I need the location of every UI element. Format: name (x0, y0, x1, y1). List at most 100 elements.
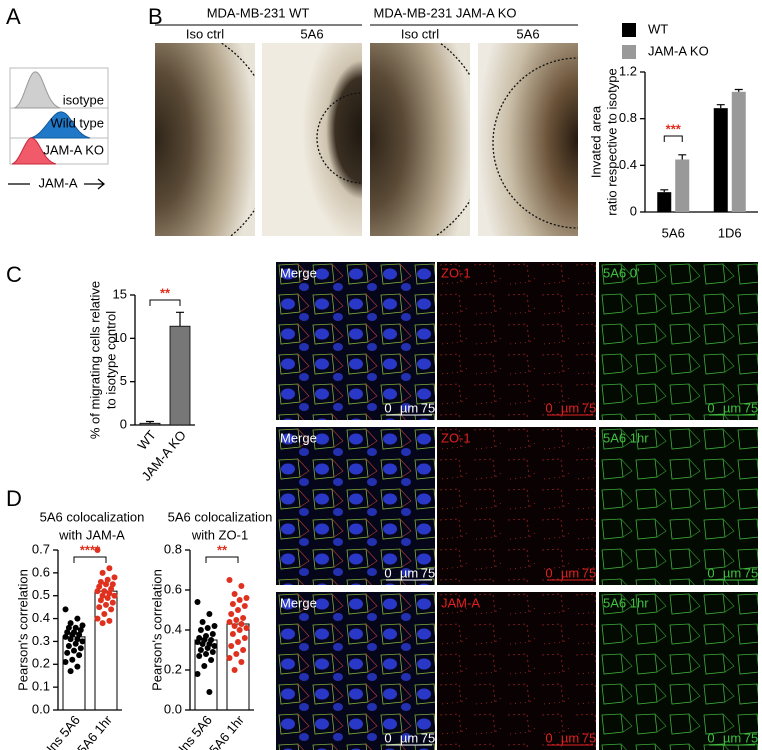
data-point (197, 647, 204, 653)
y-axis-label: to isotype control (103, 311, 118, 409)
channel-label: Merge (280, 265, 317, 280)
scale-bar-label: 75 (744, 400, 758, 415)
y-tick-label: 0.6 (32, 564, 50, 579)
bar (226, 623, 250, 711)
data-point (108, 585, 115, 592)
scale-bar-label: µm (400, 730, 418, 745)
data-point (109, 581, 116, 588)
significance-label: *** (666, 121, 682, 136)
data-point (229, 631, 236, 637)
image-bg (599, 262, 758, 420)
x-tick-label: 5A6 1hr (206, 712, 247, 750)
row-label: Wild type (51, 115, 104, 130)
micrograph: 5A6 1hr 0 µm 75 (599, 427, 758, 585)
y-tick-label: 0 (120, 416, 127, 431)
image-bg (599, 427, 758, 585)
legend-label: JAM-A KO (648, 43, 709, 58)
scale-bar-label: 75 (421, 565, 435, 580)
data-point (74, 615, 81, 622)
data-point (108, 606, 115, 613)
data-point (199, 641, 206, 647)
data-point (67, 620, 74, 627)
data-point (76, 652, 83, 659)
data-point (106, 590, 113, 597)
data-point (235, 607, 241, 613)
y-axis-label: % of migrating cells relative (87, 281, 102, 439)
chart-title: with JAM-A (58, 527, 125, 542)
data-point (111, 574, 118, 581)
data-point (231, 667, 238, 673)
data-point (62, 633, 69, 640)
data-point (72, 624, 79, 631)
data-point (240, 647, 247, 653)
bar (657, 192, 672, 212)
y-tick-label: 0.0 (164, 701, 182, 716)
chart-title: 5A6 colocalization (40, 509, 145, 524)
significance-bracket (73, 556, 107, 563)
micrograph: 5A6 0' 0 µm 75 (599, 262, 758, 420)
data-point (79, 638, 86, 645)
data-point (208, 657, 215, 663)
channel-label: ZO-1 (441, 430, 471, 445)
data-point (64, 649, 71, 656)
brightfield-image (370, 43, 470, 236)
significance-label: ** (217, 542, 228, 557)
data-point (109, 599, 116, 606)
data-point (228, 611, 235, 617)
scale-bar-label: µm (723, 730, 741, 745)
data-point (96, 604, 103, 611)
y-tick-label: 0.4 (32, 610, 50, 625)
data-point (233, 617, 240, 623)
invasion-outline (316, 92, 362, 184)
channel-label: Merge (280, 430, 317, 445)
flow-histogram: isotype Wild type JAM-A KO JAM-A (8, 67, 109, 190)
data-point (204, 645, 211, 651)
y-axis-label: Invated area (588, 105, 603, 178)
data-point (72, 640, 79, 647)
y-tick-label: 0.2 (32, 656, 50, 671)
data-point (206, 611, 213, 617)
image-bg (276, 592, 435, 750)
image-bg (437, 427, 596, 585)
data-point (231, 591, 238, 597)
data-point (106, 565, 113, 572)
image-bg (276, 427, 435, 585)
data-point (231, 623, 238, 629)
scale-bar-label: 0 (707, 730, 714, 745)
bar (139, 422, 161, 426)
scale-bar-label: µm (561, 400, 579, 415)
scale-bar-label: 75 (421, 730, 435, 745)
frame (9, 67, 109, 165)
data-point (96, 583, 103, 590)
data-point (233, 651, 240, 657)
data-point (194, 671, 201, 677)
y-tick-label: 0.7 (32, 541, 50, 556)
data-point (194, 599, 201, 605)
channel-label: 5A6 1hr (603, 595, 649, 610)
data-point (199, 619, 206, 625)
error-bar (146, 420, 154, 424)
data-point (99, 592, 106, 599)
y-tick-label: 0.4 (619, 157, 637, 172)
legend-label: WT (648, 21, 668, 36)
channel-label: 5A6 1hr (603, 430, 649, 445)
legend-swatch (622, 23, 636, 37)
data-point (67, 636, 74, 643)
histogram-wildtype (29, 111, 91, 139)
y-tick-label: 0.3 (32, 633, 50, 648)
data-point (94, 547, 101, 553)
data-point (238, 583, 245, 589)
significance-label: ** (160, 285, 171, 300)
data-point (194, 639, 201, 645)
data-point (196, 653, 203, 659)
image-bg (155, 43, 255, 236)
data-point (65, 624, 72, 631)
scale-bar-label: µm (723, 400, 741, 415)
y-axis-label: Pearson's correlation (149, 569, 164, 691)
data-point (228, 643, 235, 649)
error-bar (678, 154, 687, 160)
y-tick-label: 0.6 (164, 581, 182, 596)
x-tick-label: 5A6 (662, 225, 685, 240)
legend-swatch (622, 45, 636, 59)
